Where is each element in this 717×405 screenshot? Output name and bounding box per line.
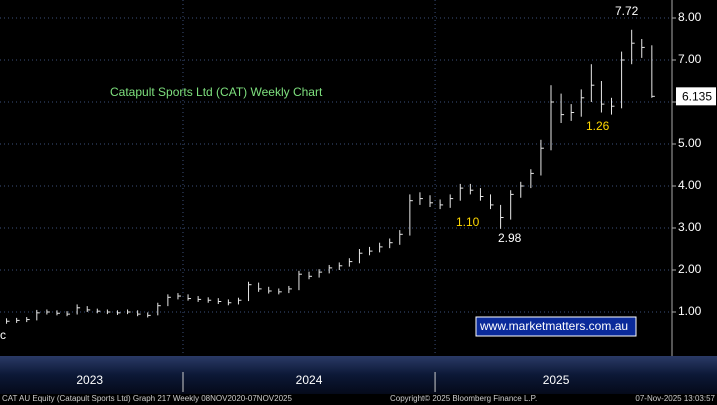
footer-center: Copyright© 2025 Bloomberg Finance L.P. bbox=[390, 394, 537, 403]
footer-left: CAT AU Equity (Catapult Sports Ltd) Grap… bbox=[2, 394, 292, 403]
y-tick-label: 8.00 bbox=[678, 10, 702, 24]
y-tick-label: 4.00 bbox=[678, 178, 702, 192]
footer-right: 07-Nov-2025 13:03:57 bbox=[635, 394, 715, 403]
x-tick-label: 2023 bbox=[76, 373, 103, 387]
last-price-label: 6.135 bbox=[682, 90, 712, 104]
y-tick-label: 2.00 bbox=[678, 262, 702, 276]
x-tick-label: 2024 bbox=[296, 373, 323, 387]
annotation: 1.10 bbox=[456, 215, 480, 229]
watermark: www.marketmatters.com.au bbox=[479, 319, 628, 333]
x-tick-label: 2025 bbox=[543, 373, 570, 387]
last-price-box bbox=[676, 87, 716, 106]
annotation: c bbox=[0, 328, 6, 342]
y-tick-label: 3.00 bbox=[678, 220, 702, 234]
y-tick-label: 7.00 bbox=[678, 52, 702, 66]
x-axis-band bbox=[0, 356, 717, 394]
annotation: 2.98 bbox=[498, 231, 522, 245]
annotation: 1.26 bbox=[586, 119, 610, 133]
annotation: 7.72 bbox=[615, 4, 639, 18]
y-tick-label: 1.00 bbox=[678, 304, 702, 318]
y-tick-label: 5.00 bbox=[678, 136, 702, 150]
watermark-box bbox=[475, 316, 637, 337]
chart-title: Catapult Sports Ltd (CAT) Weekly Chart bbox=[110, 85, 323, 99]
